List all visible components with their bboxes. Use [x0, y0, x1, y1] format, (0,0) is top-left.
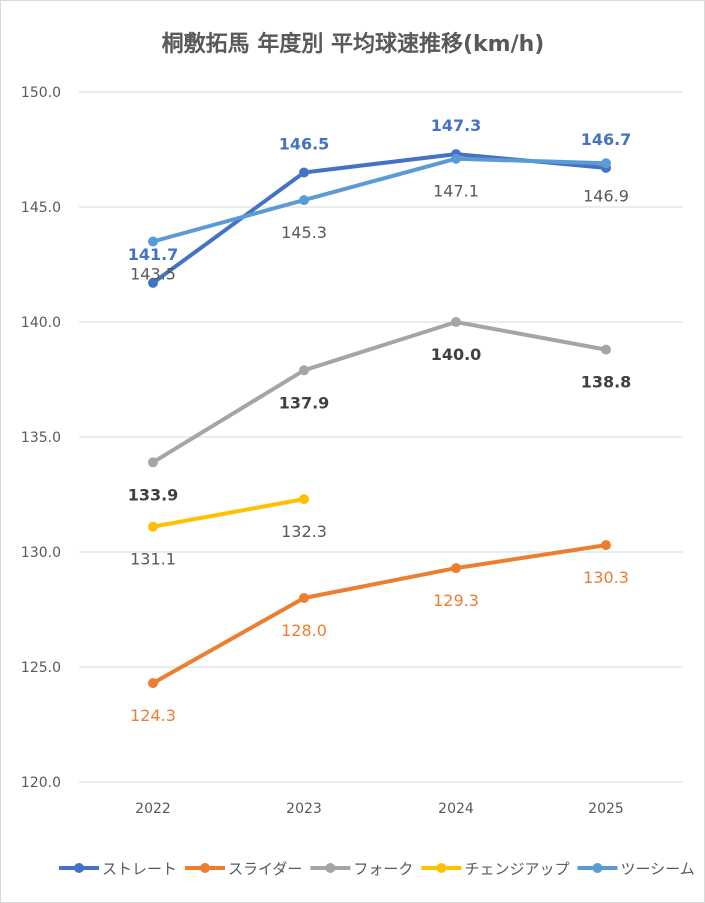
x-tick-label: 2023	[286, 801, 322, 817]
data-point	[451, 317, 461, 327]
data-label: 131.1	[130, 550, 176, 569]
data-label: 137.9	[279, 393, 330, 412]
series-line	[151, 152, 608, 285]
data-point	[148, 521, 158, 532]
legend-marker	[325, 863, 336, 873]
data-point	[148, 457, 158, 468]
y-tick-label: 150.0	[21, 85, 61, 101]
x-tick-label: 2025	[588, 801, 624, 817]
data-point	[451, 153, 461, 164]
x-tick-label: 2024	[438, 801, 474, 817]
legend-label: チェンジアップ	[464, 860, 569, 878]
data-label: 146.5	[279, 135, 330, 154]
data-label: 124.3	[130, 706, 176, 725]
legend-label: フォーク	[353, 860, 413, 878]
y-tick-label: 120.0	[21, 775, 61, 791]
legend-marker	[436, 863, 447, 873]
data-point	[299, 365, 309, 376]
y-tick-label: 135.0	[21, 430, 61, 446]
legend-label: ストレート	[102, 860, 177, 878]
data-point	[601, 540, 611, 551]
y-tick-label: 125.0	[21, 660, 61, 676]
y-tick-label: 130.0	[21, 545, 61, 561]
data-label: 132.3	[281, 522, 327, 541]
legend-marker	[592, 863, 603, 873]
legend-marker	[74, 863, 84, 873]
data-label: 147.1	[433, 182, 479, 201]
legend-marker	[200, 863, 211, 873]
data-label: 141.7	[128, 245, 179, 264]
data-label: 133.9	[128, 485, 179, 504]
data-label: 138.8	[581, 373, 632, 392]
legend-label: スライダー	[228, 860, 302, 878]
data-label: 130.3	[583, 568, 629, 587]
data-label: 147.3	[431, 116, 482, 135]
data-label: 145.3	[281, 223, 327, 242]
data-point	[148, 277, 158, 288]
data-point	[601, 344, 611, 355]
data-point	[601, 158, 611, 169]
series-line	[151, 543, 608, 686]
x-tick-label: 2022	[135, 801, 171, 817]
data-label: 128.0	[281, 621, 327, 640]
y-tick-label: 140.0	[21, 315, 61, 331]
chart-title: 桐敷拓馬 年度別 平均球速推移(km/h)	[162, 31, 545, 57]
data-point	[299, 195, 309, 206]
data-point	[299, 167, 309, 178]
data-point	[451, 563, 461, 574]
data-label: 146.9	[583, 186, 629, 205]
legend-label: ツーシーム	[620, 860, 694, 878]
data-point	[299, 593, 309, 603]
series-line	[151, 497, 306, 529]
data-label: 140.0	[431, 345, 482, 364]
data-point	[148, 678, 158, 689]
data-label: 129.3	[433, 591, 479, 610]
data-point	[148, 236, 158, 247]
data-label: 146.7	[581, 130, 632, 149]
series-line	[151, 156, 608, 244]
data-label: 143.5	[130, 265, 176, 284]
data-point	[299, 494, 309, 505]
series-line	[151, 320, 608, 465]
y-tick-label: 145.0	[21, 200, 61, 216]
